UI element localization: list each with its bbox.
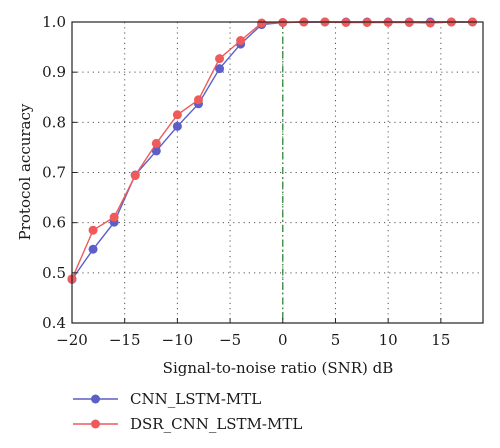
x-tick-label: 0 [278,331,288,349]
legend-swatch-marker [91,419,100,429]
data-point [88,244,98,254]
legend: CNN_LSTM-MTL DSR_CNN_LSTM-MTL [73,390,302,433]
data-point [109,212,119,222]
y-tick-label: 0.7 [42,164,66,182]
y-tick-label: 0.6 [42,214,66,232]
data-point [215,54,225,64]
data-point [130,171,140,181]
legend-swatch-marker [91,394,100,404]
y-axis-label: Protocol accuracy [16,103,34,240]
y-tick-label: 0.5 [42,264,66,282]
legend-label: CNN_LSTM-MTL [130,390,261,408]
data-point [88,225,98,235]
legend-item-dsr-cnn-lstm-mtl: DSR_CNN_LSTM-MTL [73,415,302,433]
series-0 [67,17,477,284]
axis-ticks: −20 −15 −10 −5 0 5 10 15 0.4 0.5 0.6 0.7 0.8 0.9 1.0 [42,13,450,349]
data-point [172,110,182,120]
x-tick-label: −5 [219,331,241,349]
series-1 [67,17,477,284]
legend-item-cnn-lstm-mtl: CNN_LSTM-MTL [73,390,261,408]
data-point [151,146,161,156]
data-point [425,18,435,28]
grid-lines [72,22,483,323]
series-line [71,21,473,280]
y-tick-label: 1.0 [42,13,66,31]
series-layer [67,17,477,284]
data-point [215,64,225,74]
y-tick-label: 0.4 [42,314,66,332]
data-point [193,95,203,105]
x-tick-label: 15 [431,331,450,349]
x-tick-label: −20 [56,331,88,349]
x-axis-label: Signal-to-noise ratio (SNR) dB [163,359,394,377]
y-tick-label: 0.8 [42,113,66,131]
data-point [236,36,246,46]
data-point [172,121,182,131]
legend-label: DSR_CNN_LSTM-MTL [130,415,302,433]
data-point [151,138,161,148]
series-line [71,21,473,280]
x-tick-label: −15 [109,331,141,349]
x-tick-label: −10 [162,331,194,349]
data-point [257,18,267,28]
y-tick-label: 0.9 [42,63,66,81]
x-tick-label: 10 [379,331,398,349]
x-tick-label: 5 [331,331,341,349]
